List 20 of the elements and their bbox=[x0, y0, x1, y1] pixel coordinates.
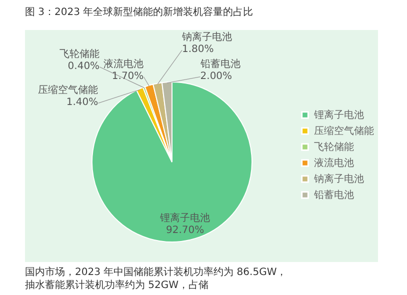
data-label: 2.00% bbox=[200, 70, 232, 82]
legend-label: 锂离子电池 bbox=[313, 109, 364, 121]
data-label: 1.40% bbox=[66, 97, 98, 108]
legend-label: 飞轮储能 bbox=[314, 141, 354, 153]
text: 国内市场，2023 年中国储能累计装机功率约为 86.5GW，抽水蓄能累计装机功率约为 52GW，占储 bbox=[25, 266, 287, 291]
slice-label: 锂离子电池 bbox=[159, 212, 210, 224]
data-label: 1.70% bbox=[112, 70, 144, 82]
slice-label: 飞轮储能 bbox=[60, 48, 100, 60]
data-label: 92.70% bbox=[166, 225, 204, 236]
data-label: 0.40% bbox=[68, 60, 100, 72]
slice-label: 液流电池 bbox=[104, 58, 144, 70]
slice-label: 压缩空气储能 bbox=[38, 84, 98, 96]
slice-label: 铅蓄电池 bbox=[199, 58, 240, 70]
legend-label: 液流电池 bbox=[314, 157, 354, 169]
legend-label: 压缩空气储能 bbox=[314, 125, 374, 137]
legend-label: 钠离子电池 bbox=[313, 173, 364, 185]
chart-title: 图 3：2023 年全球新型储能的新增装机容量的占比 bbox=[25, 6, 254, 18]
slice-label: 钠离子电池 bbox=[180, 31, 232, 44]
legend-label: 铅蓄电池 bbox=[313, 189, 354, 201]
data-label: 1.80% bbox=[182, 44, 214, 56]
